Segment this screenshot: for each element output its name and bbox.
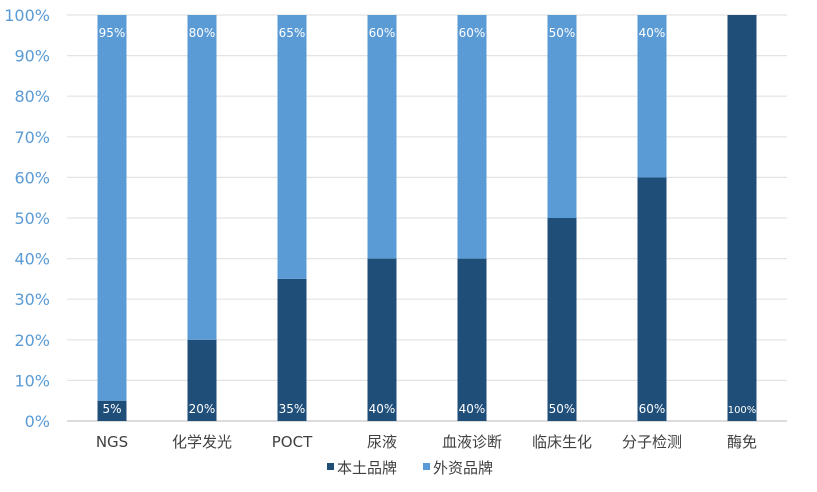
y-tick-label: 30% <box>14 290 50 309</box>
bar-domestic <box>547 218 577 421</box>
bar-foreign <box>637 15 667 178</box>
y-tick-label: 70% <box>14 128 50 147</box>
data-label: 60% <box>459 26 486 40</box>
y-tick-label: 50% <box>14 209 50 228</box>
legend: 本土品牌 外资品牌 <box>327 459 493 477</box>
x-tick-label: POCT <box>272 433 313 451</box>
data-label: 40% <box>369 402 396 416</box>
x-tick-label: 分子检测 <box>622 433 682 451</box>
y-tick-label: 80% <box>14 87 50 106</box>
bar-foreign <box>97 15 127 401</box>
data-label: 40% <box>639 26 666 40</box>
data-label: 40% <box>459 402 486 416</box>
x-tick-label: 尿液 <box>367 433 397 451</box>
x-tick-label: 血液诊断 <box>442 433 502 451</box>
data-label: 20% <box>189 402 216 416</box>
y-tick-label: 20% <box>14 331 50 350</box>
bar-foreign <box>367 15 397 259</box>
data-label: 80% <box>189 26 216 40</box>
gridlines <box>67 14 787 422</box>
bar-domestic <box>97 400 127 421</box>
x-tick-label: 酶免 <box>727 433 757 451</box>
data-label: 50% <box>549 26 576 40</box>
data-label: 50% <box>549 402 576 416</box>
data-label: 60% <box>639 402 666 416</box>
data-label: 60% <box>369 26 396 40</box>
data-label: 95% <box>99 26 126 40</box>
bar-domestic <box>457 258 487 421</box>
bar-foreign <box>457 15 487 259</box>
y-tick-label: 100% <box>4 6 50 25</box>
data-label: 65% <box>279 26 306 40</box>
legend-label: 外资品牌 <box>433 459 493 477</box>
x-tick-label: 临床生化 <box>532 433 592 451</box>
legend-swatch <box>423 463 430 470</box>
x-tick-label: NGS <box>96 433 128 451</box>
bar-domestic <box>187 339 217 421</box>
y-axis: 0% 10% 20% 30% 40% 50% 60% 70% 80% 90% 100% <box>4 6 50 431</box>
y-tick-label: 90% <box>14 47 50 66</box>
bars: 5% 95% 20% 80% 35% 65% 40% 60% 40% 60% 50% 50% 60% 40… <box>97 15 757 421</box>
y-tick-label: 0% <box>25 412 50 431</box>
bar-foreign <box>547 15 577 218</box>
bar-domestic <box>637 177 667 421</box>
bar-domestic <box>367 258 397 421</box>
data-label: 5% <box>102 402 121 416</box>
data-label: 100% <box>728 405 757 416</box>
x-axis: NGS 化学发光 POCT 尿液 血液诊断 临床生化 分子检测 酶免 <box>96 433 757 451</box>
bar-domestic <box>277 278 307 421</box>
y-tick-label: 60% <box>14 168 50 187</box>
x-tick-label: 化学发光 <box>172 433 232 451</box>
bar-foreign <box>277 15 307 279</box>
bar-domestic <box>727 15 757 421</box>
bar-foreign <box>187 15 217 340</box>
data-label: 35% <box>279 402 306 416</box>
y-tick-label: 10% <box>14 371 50 390</box>
legend-label: 本土品牌 <box>337 459 397 477</box>
y-tick-label: 40% <box>14 250 50 269</box>
legend-swatch <box>327 463 334 470</box>
